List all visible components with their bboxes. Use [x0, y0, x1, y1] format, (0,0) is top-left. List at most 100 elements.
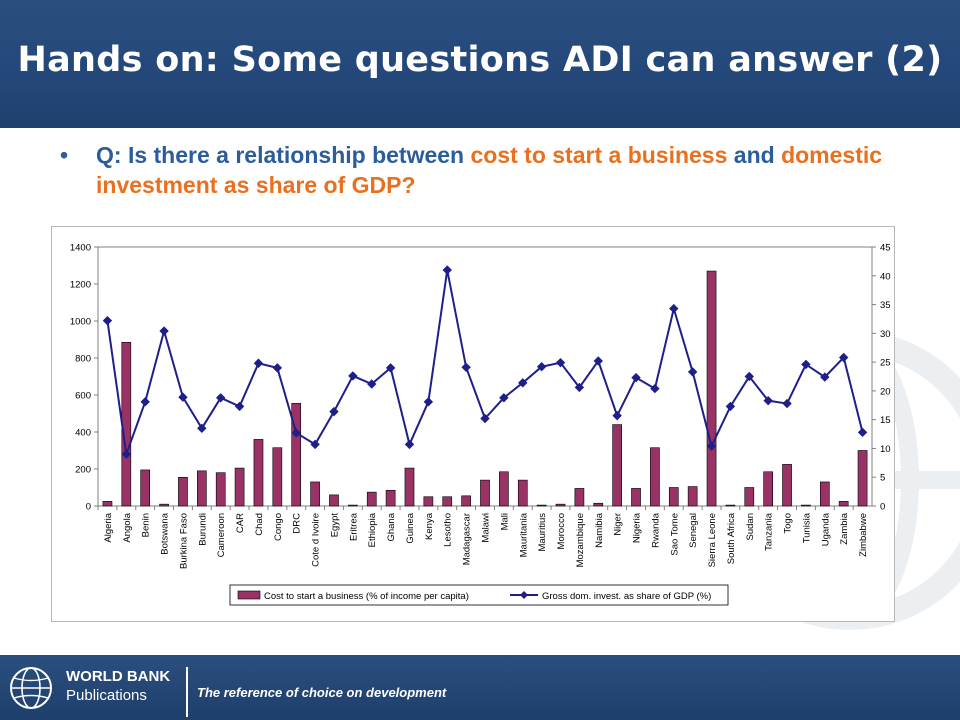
x-tick-label: Guinea — [405, 512, 416, 543]
line-point-cameroon — [216, 393, 226, 403]
bar-uganda — [819, 481, 830, 507]
bar-benin — [140, 469, 151, 507]
line-point-uganda — [820, 372, 830, 382]
x-tick-label: Ghana — [386, 512, 397, 541]
x-tick-label: Nigeria — [632, 512, 643, 543]
bar-chad — [253, 439, 264, 507]
bar-car — [234, 467, 245, 507]
x-tick-label: Zambia — [839, 512, 850, 544]
x-tick-label: Zimbabwe — [858, 513, 869, 557]
line-point-morocco — [555, 357, 566, 368]
line-point-kenya — [423, 397, 434, 407]
bar-mali — [499, 471, 509, 507]
line-point-togo — [782, 398, 792, 409]
line-point-egypt — [329, 406, 339, 417]
bar-niger — [612, 424, 622, 507]
legend-bar-swatch — [237, 590, 261, 600]
bar-south-africa — [725, 504, 736, 507]
x-tick-label: Congo — [273, 513, 284, 541]
right-tick-label: 20 — [880, 386, 891, 397]
bar-eritrea — [348, 504, 358, 507]
line-point-cote-d-ivoire — [310, 439, 320, 450]
line-point-car — [234, 401, 245, 412]
footer-bar: WORLD BANK Publications The reference of… — [0, 655, 960, 720]
x-tick-label: Burkina Faso — [178, 513, 189, 569]
x-tick-label: Tunisia — [801, 512, 812, 543]
left-tick-label: 600 — [75, 391, 91, 402]
line-point-sudan — [744, 371, 754, 382]
bar-kenya — [423, 496, 434, 507]
bar-zimbabwe — [857, 450, 868, 507]
x-tick-label: Mauritania — [518, 512, 529, 557]
world-bank-globe-icon — [10, 667, 52, 709]
x-tick-label: Algeria — [103, 512, 114, 542]
left-tick-label: 200 — [75, 465, 91, 476]
line-point-south-africa — [725, 401, 736, 412]
legend-box — [229, 584, 729, 606]
question-highlight-cost: cost to start a business — [470, 142, 728, 168]
line-point-ghana — [385, 363, 396, 373]
line-point-tunisia — [801, 359, 811, 370]
line-point-congo — [272, 363, 283, 373]
bar-algeria — [102, 501, 113, 507]
x-tick-label: Eritrea — [348, 512, 359, 541]
line-point-ethiopia — [367, 379, 377, 389]
right-tick-label: 0 — [880, 502, 885, 513]
bullet-mark: • — [60, 142, 69, 168]
left-tick-label: 1000 — [70, 317, 91, 328]
line-point-mauritius — [536, 362, 547, 372]
x-tick-label: Benin — [141, 513, 152, 537]
x-tick-label: Sudan — [745, 513, 756, 540]
right-tick-label: 40 — [880, 271, 891, 282]
x-tick-label: Mauritius — [537, 513, 548, 552]
x-tick-label: Sierra Leone — [707, 513, 718, 567]
bar-burundi — [196, 470, 207, 507]
line-point-malawi — [480, 413, 490, 424]
x-tick-label: Togo — [783, 513, 794, 534]
x-tick-label: CAR — [235, 513, 246, 533]
title-banner: Hands on: Some questions ADI can answer … — [0, 0, 960, 128]
bar-ethiopia — [366, 491, 377, 507]
legend-bar-label: Cost to start a business (% of income pe… — [264, 591, 469, 602]
question-highlight-investment: domestic investment as share of GDP? — [96, 142, 883, 198]
bar-cote-d-ivoire — [310, 481, 320, 507]
plot-area — [97, 246, 873, 507]
x-tick-label: Kenya — [424, 512, 435, 540]
line-point-namibia — [593, 356, 603, 366]
line-point-niger — [612, 410, 622, 421]
x-tick-label: Tanzania — [764, 512, 775, 551]
bar-sierra-leone — [706, 270, 717, 507]
x-tick-label: Mozambique — [575, 513, 586, 567]
bar-congo — [272, 447, 283, 507]
right-tick-label: 35 — [880, 300, 891, 311]
line-point-nigeria — [631, 372, 641, 383]
x-tick-label: Sao Tome — [669, 513, 680, 556]
bar-namibia — [593, 502, 604, 507]
right-tick-label: 25 — [880, 358, 891, 369]
x-tick-label: Chad — [254, 513, 265, 536]
bar-angola — [121, 341, 132, 507]
line-point-senegal — [687, 367, 698, 377]
line-point-guinea — [404, 439, 415, 450]
line-point-mozambique — [574, 382, 585, 393]
right-tick-label: 15 — [880, 415, 891, 426]
x-tick-label: Egypt — [329, 513, 340, 538]
line-point-algeria — [102, 315, 113, 326]
x-tick-label: Senegal — [688, 513, 699, 548]
legend-line-marker — [520, 591, 528, 599]
line-point-zimbabwe — [857, 427, 868, 438]
line-point-mauritania — [518, 378, 528, 388]
line-point-sao-tome — [669, 303, 679, 314]
bar-egypt — [329, 494, 339, 507]
bar-botswana — [159, 503, 169, 507]
line-point-eritrea — [348, 371, 358, 381]
brand-subname: Publications — [66, 687, 147, 704]
line-point-benin — [140, 397, 150, 407]
line-point-sierra-leone — [706, 441, 717, 451]
bar-zambia — [838, 501, 849, 507]
bar-nigeria — [631, 488, 641, 507]
left-tick-label: 1200 — [70, 280, 91, 291]
bar-sudan — [744, 487, 755, 507]
x-tick-label: Ethiopia — [367, 512, 378, 547]
bar-drc — [291, 403, 302, 507]
